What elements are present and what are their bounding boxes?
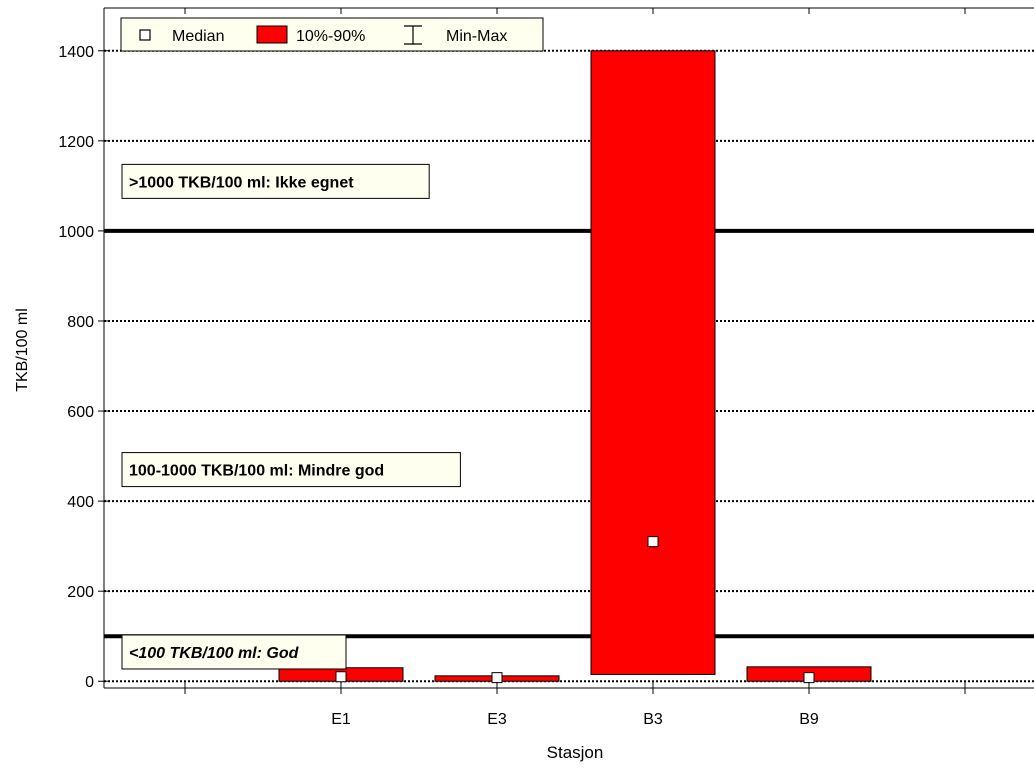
x-tick-label: E3 <box>487 711 507 728</box>
legend-median-symbol <box>139 29 151 41</box>
y-tick-label: 1400 <box>58 44 94 61</box>
y-tick-label: 0 <box>85 674 94 691</box>
y-tick-label: 1200 <box>58 134 94 151</box>
legend-minmax-symbol <box>404 25 422 45</box>
y-tick-label: 400 <box>67 494 94 511</box>
threshold-layer <box>104 228 1034 639</box>
annotation-label: >1000 TKB/100 ml: Ikke egnet <box>129 174 354 191</box>
grid-layer <box>104 49 1034 683</box>
legend-minmax-label: Min-Max <box>446 28 507 45</box>
legend-range-symbol <box>256 25 288 44</box>
y-tick-label: 1000 <box>58 224 94 241</box>
y-axis-label: TKB/100 ml <box>14 308 31 392</box>
y-tick-label: 200 <box>67 584 94 601</box>
annotation-layer: >1000 TKB/100 ml: Ikke egnet 100-1000 TKB… <box>121 163 461 670</box>
annotation-box <box>121 452 461 488</box>
annotation-label: <100 TKB/100 ml: God <box>129 645 300 662</box>
y-tick-label: 800 <box>67 314 94 331</box>
median-marker-e3 <box>491 672 503 684</box>
median-marker-b3 <box>647 536 659 548</box>
annotation-box <box>121 163 430 199</box>
median-marker-b9 <box>803 672 815 684</box>
annotation-label: 100-1000 TKB/100 ml: Mindre god <box>129 463 384 480</box>
y-tick-label: 600 <box>67 404 94 421</box>
x-tick-label: B3 <box>643 711 663 728</box>
legend-range-label: 10%-90% <box>296 28 365 45</box>
x-axis-label: Stasjon <box>547 743 604 762</box>
axis-layer: 0 200 400 600 800 1000 1200 1400 E1 E3 B3 B9 <box>58 7 1034 728</box>
legend-box <box>120 17 544 52</box>
median-marker-e1 <box>335 671 347 683</box>
bar-layer <box>278 50 872 682</box>
legend: Median 10%-90% Min-Max <box>120 17 544 52</box>
x-tick-label: B9 <box>799 711 819 728</box>
box-b3 <box>590 50 716 675</box>
legend-median-label: Median <box>172 28 224 45</box>
annotation-box <box>121 634 347 670</box>
x-tick-label: E1 <box>331 711 351 728</box>
median-layer <box>335 536 815 684</box>
